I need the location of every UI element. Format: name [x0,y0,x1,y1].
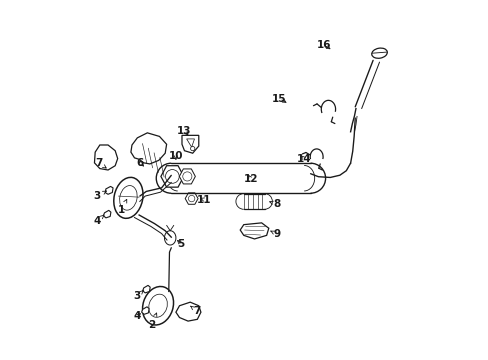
Text: 14: 14 [297,154,311,164]
Text: 3: 3 [94,191,106,201]
Text: 7: 7 [95,158,106,168]
Text: 16: 16 [316,40,330,50]
Polygon shape [176,302,201,321]
Text: 3: 3 [133,290,143,301]
Text: 12: 12 [243,174,258,184]
Polygon shape [103,210,111,218]
Text: 5: 5 [177,239,184,249]
Polygon shape [94,145,118,170]
Polygon shape [142,307,149,314]
Text: 13: 13 [177,126,191,136]
Polygon shape [186,139,194,147]
Text: 8: 8 [269,199,281,209]
Text: 9: 9 [270,229,280,239]
Text: 4: 4 [93,215,104,226]
Circle shape [165,170,179,183]
Text: 15: 15 [272,94,286,104]
Ellipse shape [148,294,167,317]
Circle shape [188,195,194,202]
Text: 1: 1 [118,199,126,215]
Ellipse shape [114,177,142,219]
Polygon shape [240,223,268,239]
Polygon shape [105,186,113,194]
Polygon shape [142,285,150,293]
Polygon shape [131,133,166,164]
Text: 6: 6 [136,158,143,168]
Polygon shape [182,135,198,153]
Text: 2: 2 [148,313,157,330]
Circle shape [183,172,191,181]
Ellipse shape [120,185,137,210]
Polygon shape [185,193,198,204]
Text: 10: 10 [168,151,183,161]
Ellipse shape [142,287,173,325]
Text: 4: 4 [133,311,141,321]
Polygon shape [161,166,183,187]
Polygon shape [179,169,195,184]
Ellipse shape [371,48,386,58]
Text: 11: 11 [197,195,211,204]
Circle shape [190,147,194,151]
Text: 7: 7 [190,306,201,316]
